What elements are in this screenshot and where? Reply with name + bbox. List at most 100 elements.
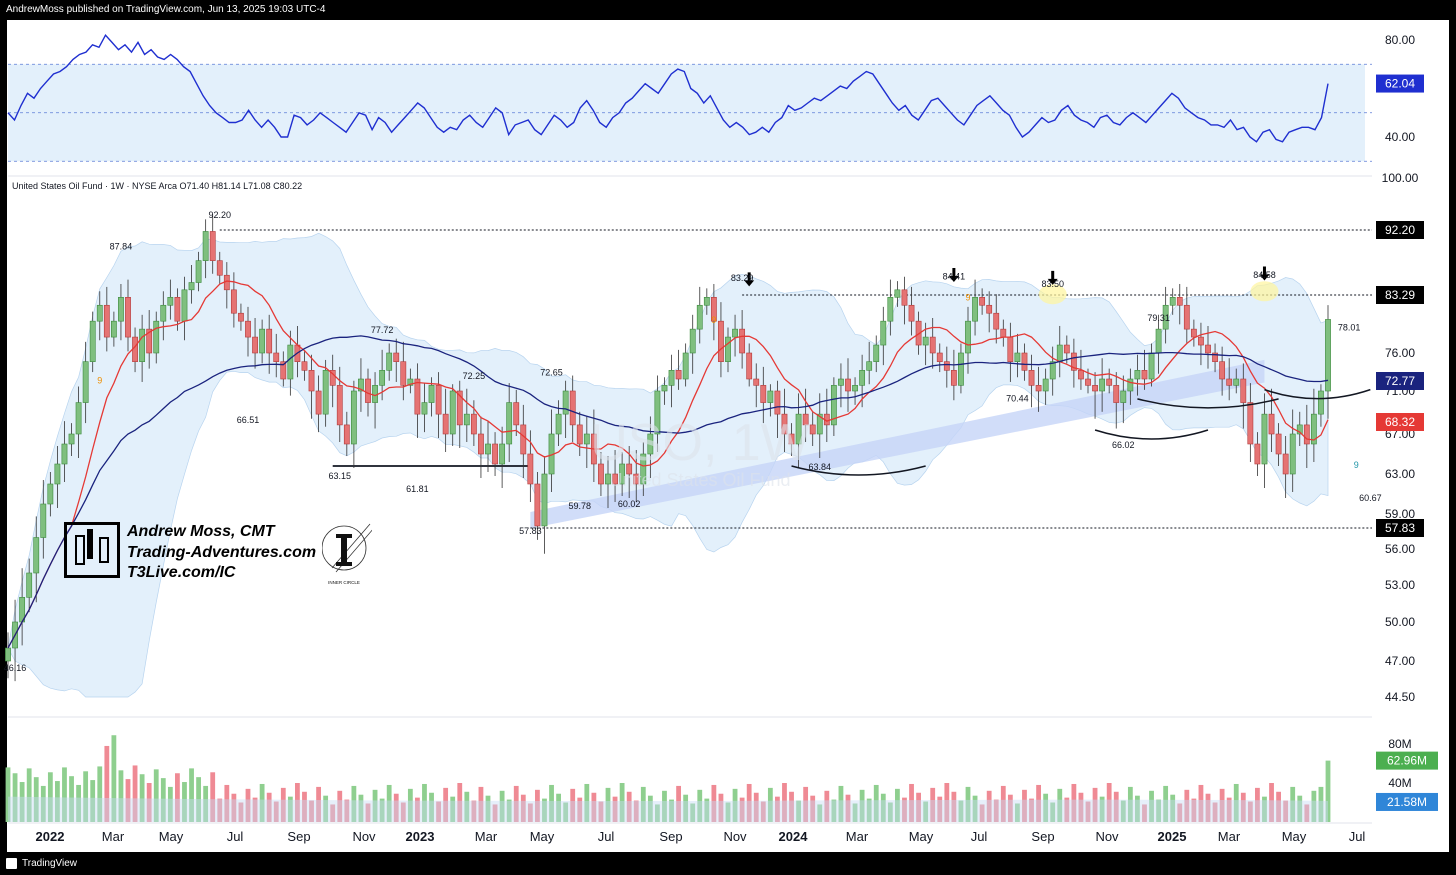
volume-bar xyxy=(280,787,286,822)
candle-body xyxy=(718,320,724,362)
candle-body xyxy=(739,328,746,354)
volume-bar xyxy=(506,799,512,822)
volume-bar xyxy=(1163,785,1169,822)
volume-bar xyxy=(1212,802,1218,822)
volume-bar xyxy=(972,795,978,822)
candle-body xyxy=(414,378,421,415)
volume-bar xyxy=(33,777,39,822)
candle-body xyxy=(1261,413,1268,465)
volume-bar xyxy=(287,796,293,822)
x-tick-label: Mar xyxy=(1218,829,1241,844)
volume-bar xyxy=(372,789,378,822)
down-arrow-icon xyxy=(1259,266,1270,281)
volume-bar xyxy=(739,797,745,822)
rounded-bottom-arc xyxy=(1137,398,1279,409)
price-annotation: 79.31 xyxy=(1147,313,1170,323)
volume-bar xyxy=(132,765,138,822)
volume-bar xyxy=(1127,786,1133,822)
volume-bar xyxy=(1156,799,1161,822)
candle-body xyxy=(1099,378,1106,392)
candle-body xyxy=(1155,328,1162,354)
candle-body xyxy=(110,320,117,338)
volume-bar xyxy=(676,785,681,822)
volume-bar xyxy=(570,788,576,822)
candle-body xyxy=(873,344,880,362)
volume-bar xyxy=(55,781,60,822)
price-annotation: 92.20 xyxy=(208,210,231,220)
volume-bar xyxy=(97,766,103,822)
candle-body xyxy=(1148,352,1155,380)
volume-bar xyxy=(1283,800,1289,822)
price-annotation: 60.02 xyxy=(618,499,641,509)
candle-body xyxy=(1085,378,1091,386)
x-tick-label: Jul xyxy=(971,829,988,844)
volume-bar xyxy=(1057,788,1063,822)
volume-bar xyxy=(1290,786,1296,822)
candle-body xyxy=(746,352,753,380)
volume-bar xyxy=(1219,788,1225,822)
volume-bar xyxy=(167,786,173,822)
x-tick-label: Mar xyxy=(846,829,869,844)
candle-body xyxy=(230,289,237,314)
price-tag xyxy=(1376,372,1424,390)
author-site: Trading-Adventures.com xyxy=(127,543,317,561)
candle-body xyxy=(1162,304,1169,330)
volume-bar xyxy=(217,798,223,822)
tradingview-logo-icon xyxy=(6,858,17,869)
candle-body xyxy=(852,385,858,392)
volume-bar xyxy=(415,797,420,822)
volume-bar xyxy=(838,785,844,822)
candle-body xyxy=(753,378,760,386)
volume-bar xyxy=(436,801,441,822)
volume-bar xyxy=(527,803,533,822)
candle-body xyxy=(1226,378,1233,386)
volume-bar xyxy=(210,772,216,822)
volume-bar xyxy=(796,800,801,822)
sequential-count: 9 xyxy=(1354,460,1359,470)
volume-bar xyxy=(1262,796,1267,822)
volume-bar xyxy=(535,789,540,822)
candle-body xyxy=(894,289,901,298)
candle-body xyxy=(929,336,936,354)
candle-body xyxy=(534,483,541,527)
volume-bar xyxy=(1029,798,1034,822)
x-tick-label: May xyxy=(530,829,555,844)
volume-bar xyxy=(873,784,879,822)
author-link[interactable]: T3Live.com/IC xyxy=(127,564,236,581)
candle-body xyxy=(965,320,971,354)
candle-body xyxy=(1007,336,1014,362)
candle-body xyxy=(407,378,414,386)
candle-body xyxy=(936,352,943,362)
price-annotation: 83.29 xyxy=(731,273,754,283)
volume-bar xyxy=(979,804,985,822)
candle-body xyxy=(710,297,717,322)
volume-bar xyxy=(393,793,399,822)
candle-body xyxy=(329,370,336,386)
volume-bar xyxy=(1000,785,1006,822)
candle-body xyxy=(520,424,527,455)
signature-text: Andrew Moss, CMT Trading-Adventures.com … xyxy=(127,522,316,584)
volume-tag xyxy=(1376,751,1438,770)
candle-body xyxy=(605,473,611,485)
volume-bar xyxy=(746,783,752,822)
x-tick-label: Nov xyxy=(1095,829,1119,844)
candle-body xyxy=(252,336,258,354)
candle-body xyxy=(1310,413,1317,445)
candle-body xyxy=(1134,370,1141,380)
candle-body xyxy=(979,297,986,306)
volume-bar xyxy=(1022,789,1027,822)
volume-bar xyxy=(845,794,851,822)
candle-body xyxy=(1106,378,1113,386)
price-annotation: 78.01 xyxy=(1338,323,1361,333)
price-tag xyxy=(1376,286,1424,304)
price-annotation: 66.02 xyxy=(1112,440,1135,450)
candle-body xyxy=(647,433,654,455)
candle-body xyxy=(576,424,583,445)
volume-bar xyxy=(429,792,434,822)
candle-body xyxy=(47,483,54,505)
volume-bar xyxy=(930,787,936,822)
candle-body xyxy=(435,385,442,415)
candle-body xyxy=(654,390,661,435)
volume-bar xyxy=(492,804,498,822)
